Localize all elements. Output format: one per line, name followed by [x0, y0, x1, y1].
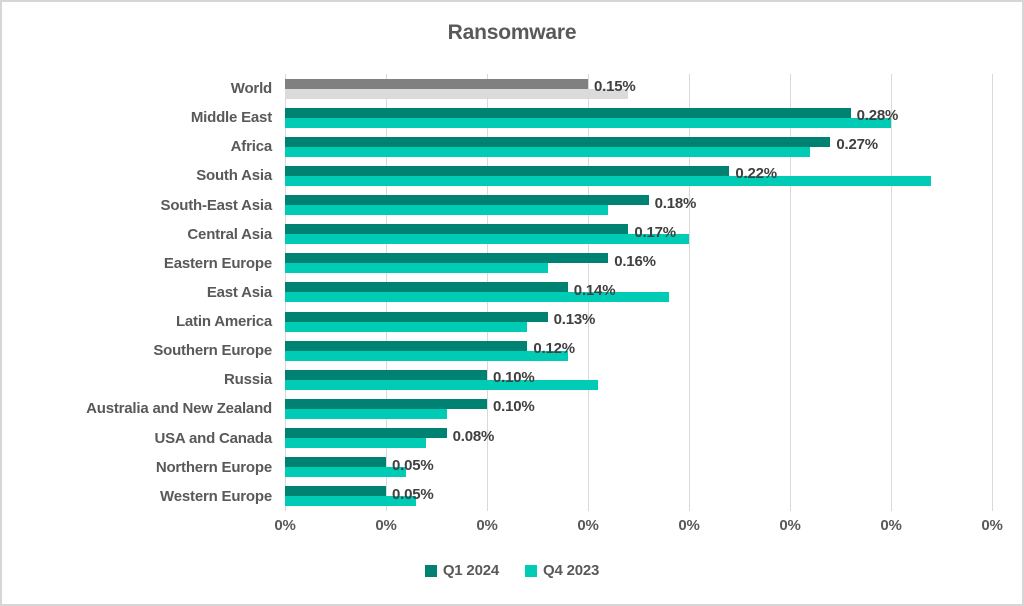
q4-2023-bar — [285, 467, 407, 478]
category-label: Southern Europe — [153, 342, 272, 360]
legend-item-q4-2023: Q4 2023 — [525, 562, 599, 579]
x-tick-label: 0% — [476, 517, 498, 534]
q1-2024-bar — [285, 486, 386, 497]
category-label: East Asia — [206, 283, 272, 301]
q4-2023-bar — [285, 234, 689, 245]
bar-row: 0.05% — [285, 482, 992, 511]
category-label: Middle East — [190, 109, 272, 127]
q4-2023-bar — [285, 175, 932, 186]
bar-row: 0.27% — [285, 132, 992, 161]
legend: Q1 2024 Q4 2023 — [2, 562, 1022, 579]
q4-2023-bar — [285, 438, 427, 449]
q4-2023-swatch — [525, 564, 537, 577]
legend-label: Q4 2023 — [543, 562, 600, 579]
category-label: South Asia — [196, 167, 272, 185]
bar-value-label: 0.12% — [533, 340, 575, 358]
q4-2023-bar — [285, 146, 811, 157]
bar-row: 0.12% — [285, 336, 992, 365]
category-axis: World Middle East Africa South Asia South-Ea… — [2, 74, 272, 511]
category-label: Western Europe — [160, 487, 272, 505]
category-label: Northern Europe — [155, 458, 272, 476]
x-tick-label: 0% — [880, 517, 902, 534]
gridline — [790, 74, 791, 511]
gridline — [689, 74, 690, 511]
q1-2024-bar — [285, 136, 831, 147]
q1-2024-bar — [285, 107, 851, 118]
q4-2023-bar — [285, 292, 669, 303]
q1-2024-bar — [285, 369, 487, 380]
bar-value-label: 0.08% — [452, 427, 495, 445]
q4-2023-bar — [285, 496, 417, 507]
bar-value-label: 0.13% — [553, 311, 596, 329]
bar-value-label: 0.22% — [735, 165, 777, 183]
q1-2024-bar — [285, 195, 649, 206]
x-tick-label: 0% — [678, 517, 700, 534]
chart-title: Ransomware — [447, 21, 577, 44]
q4-2023-bar — [285, 117, 891, 128]
bar-row: 0.28% — [285, 103, 992, 132]
x-tick-label: 0% — [577, 517, 599, 534]
legend-label: Q1 2024 — [442, 562, 499, 579]
q1-2024-swatch — [424, 564, 437, 577]
bar-row: 0.18% — [285, 191, 992, 220]
q1-2024-bar — [285, 253, 609, 264]
bar-value-label: 0.05% — [392, 456, 434, 474]
q1-2024-bar — [285, 457, 386, 468]
q1-2024-bar — [285, 398, 487, 409]
category-label: South-East Asia — [160, 196, 273, 214]
x-tick-label: 0% — [375, 517, 397, 534]
bar-value-label: 0.15% — [594, 78, 636, 96]
bar-value-label: 0.10% — [493, 398, 535, 416]
bar-row: 0.14% — [285, 278, 992, 307]
bar-value-label: 0.17% — [634, 223, 676, 241]
x-tick-label: 0% — [779, 517, 801, 534]
category-label: Australia and New Zealand — [86, 400, 272, 418]
category-label: Latin America — [175, 313, 272, 331]
bar-row: 0.16% — [285, 249, 992, 278]
q1-2024-bar — [285, 340, 528, 351]
bar-row: 0.05% — [285, 453, 992, 482]
q4-2023-bar — [285, 408, 447, 419]
q4-2023-bar — [285, 379, 599, 390]
bar-row: 0.17% — [285, 220, 992, 249]
category-label: USA and Canada — [154, 429, 272, 447]
bar-row: 0.10% — [285, 394, 992, 423]
x-tick-label: 0% — [981, 517, 1003, 534]
q4-2023-bar — [285, 88, 629, 99]
x-axis: 0% 0% 0% 0% 0% 0% 0% 0% — [2, 517, 1022, 537]
q4-2023-bar — [285, 350, 568, 361]
bar-value-label: 0.05% — [392, 485, 434, 503]
gridline — [992, 74, 993, 511]
bar-value-label: 0.16% — [614, 252, 656, 270]
q4-2023-bar — [285, 205, 609, 216]
bar-row: 0.15% — [285, 74, 992, 103]
bar-value-label: 0.14% — [573, 281, 616, 299]
q4-2023-bar — [285, 321, 528, 332]
plot-area: 0.15% 0.28% 0.27% 0.22% 0.18% 0.17% 0.16% 0.14%… — [285, 74, 993, 511]
category-label: Eastern Europe — [163, 254, 272, 272]
x-tick-label: 0% — [274, 517, 296, 534]
q1-2024-bar — [285, 428, 447, 439]
q4-2023-bar — [285, 263, 548, 274]
legend-item-q1-2024: Q1 2024 — [424, 562, 499, 579]
q1-2024-bar — [285, 311, 548, 322]
bar-value-label: 0.10% — [493, 369, 535, 387]
bar-row: 0.08% — [285, 424, 992, 453]
category-label: Central Asia — [187, 225, 272, 243]
bar-row: 0.10% — [285, 365, 992, 394]
bar-value-label: 0.18% — [654, 194, 697, 212]
bar-value-label: 0.27% — [836, 136, 878, 154]
q1-2024-bar — [285, 165, 730, 176]
bar-row: 0.13% — [285, 307, 992, 336]
bar-value-label: 0.28% — [856, 107, 899, 125]
category-label: Russia — [224, 371, 272, 389]
bar-row: 0.22% — [285, 161, 992, 190]
q1-2024-bar — [285, 78, 588, 89]
q1-2024-bar — [285, 282, 568, 293]
category-label: World — [230, 80, 272, 98]
gridline — [891, 74, 892, 511]
q1-2024-bar — [285, 224, 629, 235]
category-label: Africa — [230, 138, 273, 156]
